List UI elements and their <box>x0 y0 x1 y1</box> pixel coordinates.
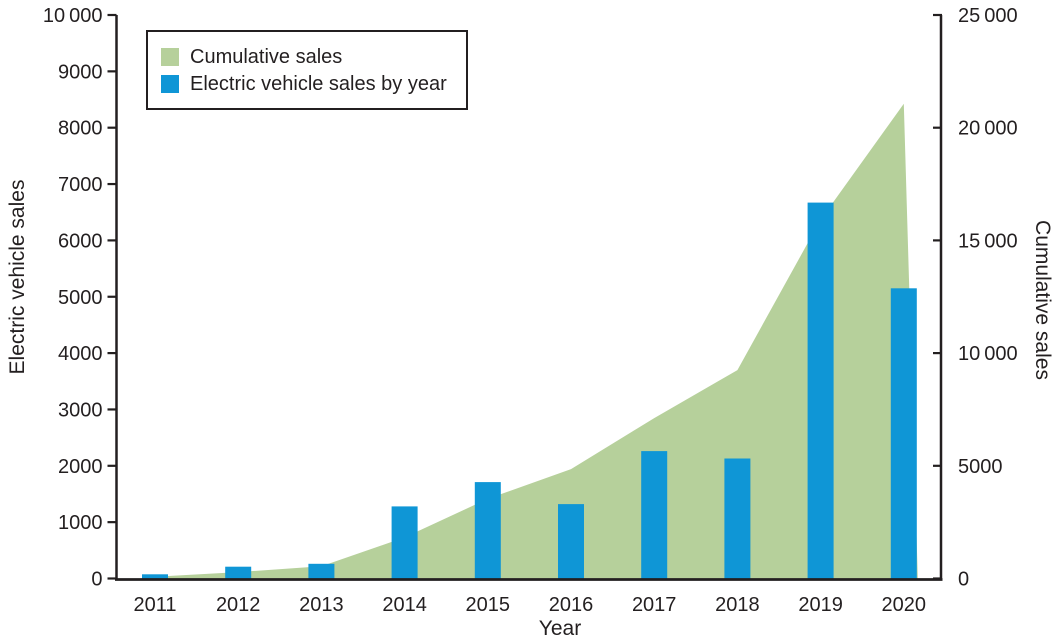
right-tick-label-20000: 20 000 <box>958 118 1018 140</box>
bar-2011 <box>142 574 168 579</box>
y-axis-title-right: Cumulative sales <box>1031 220 1054 380</box>
x-tick-label-2013: 2013 <box>299 594 344 616</box>
x-axis-title: Year <box>538 617 582 640</box>
x-tick-label-2012: 2012 <box>216 594 261 616</box>
x-tick-label-2015: 2015 <box>466 594 511 616</box>
cumulative-sales-area <box>155 103 918 579</box>
left-tick-label-10000: 10 000 <box>43 5 103 27</box>
bar-2018 <box>724 458 751 579</box>
legend-item-cumulative-sales: Cumulative sales <box>161 47 466 67</box>
left-tick-label-2000: 2000 <box>58 456 103 478</box>
x-tick-label-2020: 2020 <box>882 594 927 616</box>
bar-2020 <box>890 288 917 579</box>
legend: Cumulative sales Electric vehicle sales … <box>146 30 468 110</box>
legend-label-ev-sales-by-year: Electric vehicle sales by year <box>190 72 447 95</box>
bar-2014 <box>391 506 418 579</box>
right-tick-label-15000: 15 000 <box>958 230 1018 252</box>
right-tick-label-0: 0 <box>958 569 969 591</box>
bar-2017 <box>641 451 668 579</box>
right-tick-label-25000: 25 000 <box>958 5 1018 27</box>
x-tick-label-2018: 2018 <box>715 594 760 616</box>
legend-swatch-area-icon <box>161 47 179 66</box>
left-tick-label-5000: 5000 <box>58 287 103 309</box>
x-tick-label-2014: 2014 <box>382 594 427 616</box>
x-tick-label-2011: 2011 <box>133 594 176 616</box>
right-tick-label-5000: 5000 <box>958 456 1003 478</box>
left-tick-label-9000: 9000 <box>58 61 103 83</box>
bar-2019 <box>807 202 834 579</box>
legend-label-cumulative-sales: Cumulative sales <box>190 45 343 68</box>
bar-2013 <box>308 563 335 579</box>
legend-item-ev-sales-by-year: Electric vehicle sales by year <box>161 74 466 94</box>
left-tick-label-4000: 4000 <box>58 343 103 365</box>
legend-swatch-bar-icon <box>161 74 179 93</box>
y-axis-title-left: Electric vehicle sales <box>6 179 29 375</box>
left-tick-label-1000: 1000 <box>58 512 103 534</box>
left-tick-label-6000: 6000 <box>58 230 103 252</box>
bar-2016 <box>558 504 584 579</box>
right-tick-label-10000: 10 000 <box>958 343 1018 365</box>
left-tick-label-8000: 8000 <box>58 118 103 140</box>
left-tick-label-7000: 7000 <box>58 174 103 196</box>
bar-2015 <box>474 482 501 579</box>
bar-2012 <box>225 566 252 579</box>
left-tick-label-3000: 3000 <box>58 399 103 421</box>
x-tick-label-2017: 2017 <box>632 594 677 616</box>
left-tick-label-0: 0 <box>91 569 102 591</box>
x-tick-label-2019: 2019 <box>798 594 843 616</box>
x-tick-label-2016: 2016 <box>549 594 594 616</box>
